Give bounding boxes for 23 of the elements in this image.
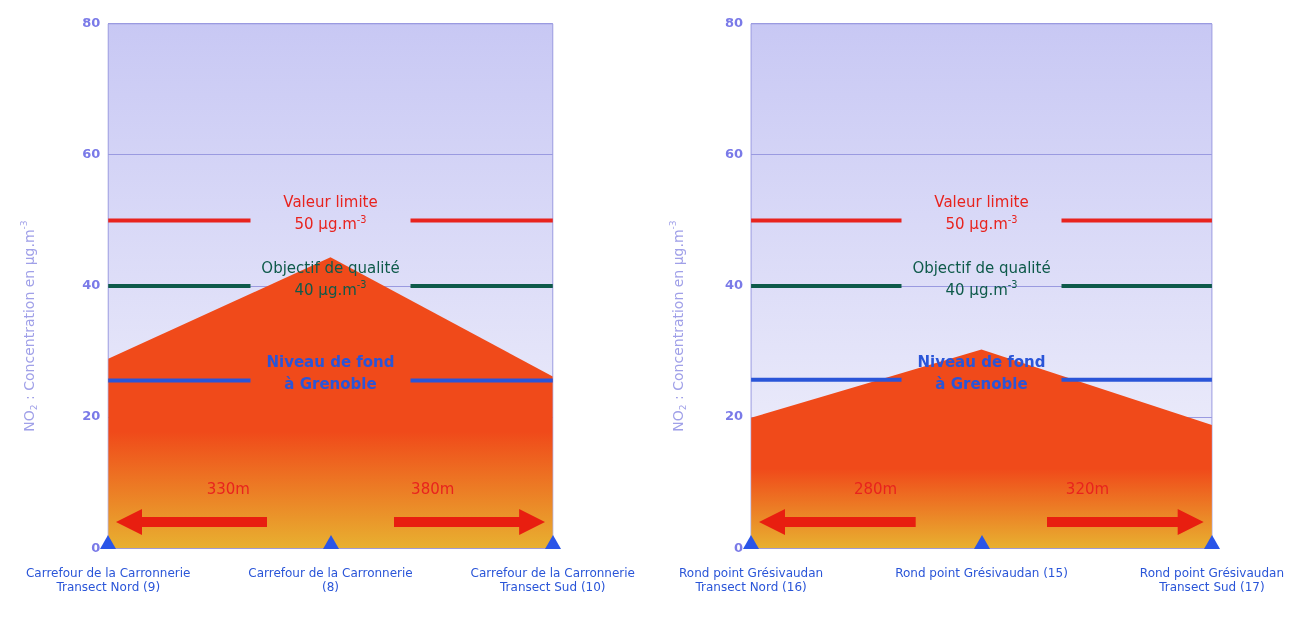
ref-line-label: Niveau de fond à Grenoble bbox=[266, 353, 395, 394]
y-tick-label: 80 bbox=[725, 15, 744, 31]
y-tick-label: 80 bbox=[82, 15, 101, 31]
annotation: 330m bbox=[206, 479, 250, 498]
y-tick-label: 20 bbox=[82, 408, 101, 424]
y-tick-label: 60 bbox=[725, 146, 744, 162]
y-tick-label: 40 bbox=[725, 277, 744, 293]
x-tick-label: Rond point Grésivaudan Transect Nord (16) bbox=[679, 565, 824, 594]
y-tick-label: 40 bbox=[82, 277, 101, 293]
annotation: 380m bbox=[411, 479, 455, 498]
annotation: 280m bbox=[853, 479, 898, 498]
y-axis-title: NO2 : Concentration en µg.m-3 bbox=[668, 220, 688, 432]
x-tick-label: Rond point Grésivaudan Transect Sud (17) bbox=[1139, 565, 1284, 594]
annotation: 320m bbox=[1065, 479, 1110, 498]
y-tick-label: 0 bbox=[734, 539, 744, 555]
x-tick-label: Carrefour de la Carronnerie Transect Sud (10) bbox=[470, 565, 636, 594]
x-tick-label: Carrefour de la Carronnerie (8) bbox=[248, 565, 413, 594]
x-tick-label: Carrefour de la Carronnerie Transect Nord (9) bbox=[25, 565, 191, 594]
y-tick-label: 0 bbox=[91, 539, 101, 555]
y-tick-label: 20 bbox=[725, 408, 744, 424]
x-tick-label: Rond point Grésivaudan (15) bbox=[895, 565, 1068, 580]
y-axis-title: NO2 : Concentration en µg.m-3 bbox=[19, 220, 39, 432]
y-tick-label: 60 bbox=[82, 146, 101, 162]
